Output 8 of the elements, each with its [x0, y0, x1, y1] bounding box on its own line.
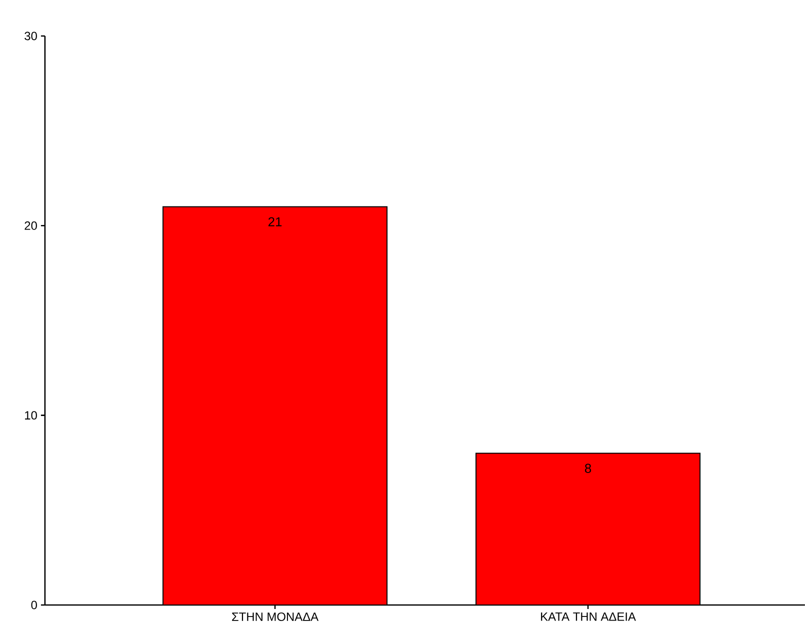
y-tick-label: 10 [25, 411, 37, 420]
x-tick-label: ΚΑΤΑ ΤΗΝ ΑΔΕΙΑ [541, 612, 636, 621]
data-label: 21 [268, 217, 282, 226]
y-tick-label: 30 [24, 32, 37, 40]
y-tick-label: 20 [24, 221, 37, 230]
data-label: 8 [584, 464, 592, 473]
x-tick-label: ΣΤΗΝ ΜΟΝΑΔΑ [232, 612, 319, 621]
y-tick-label: 0 [31, 600, 37, 610]
